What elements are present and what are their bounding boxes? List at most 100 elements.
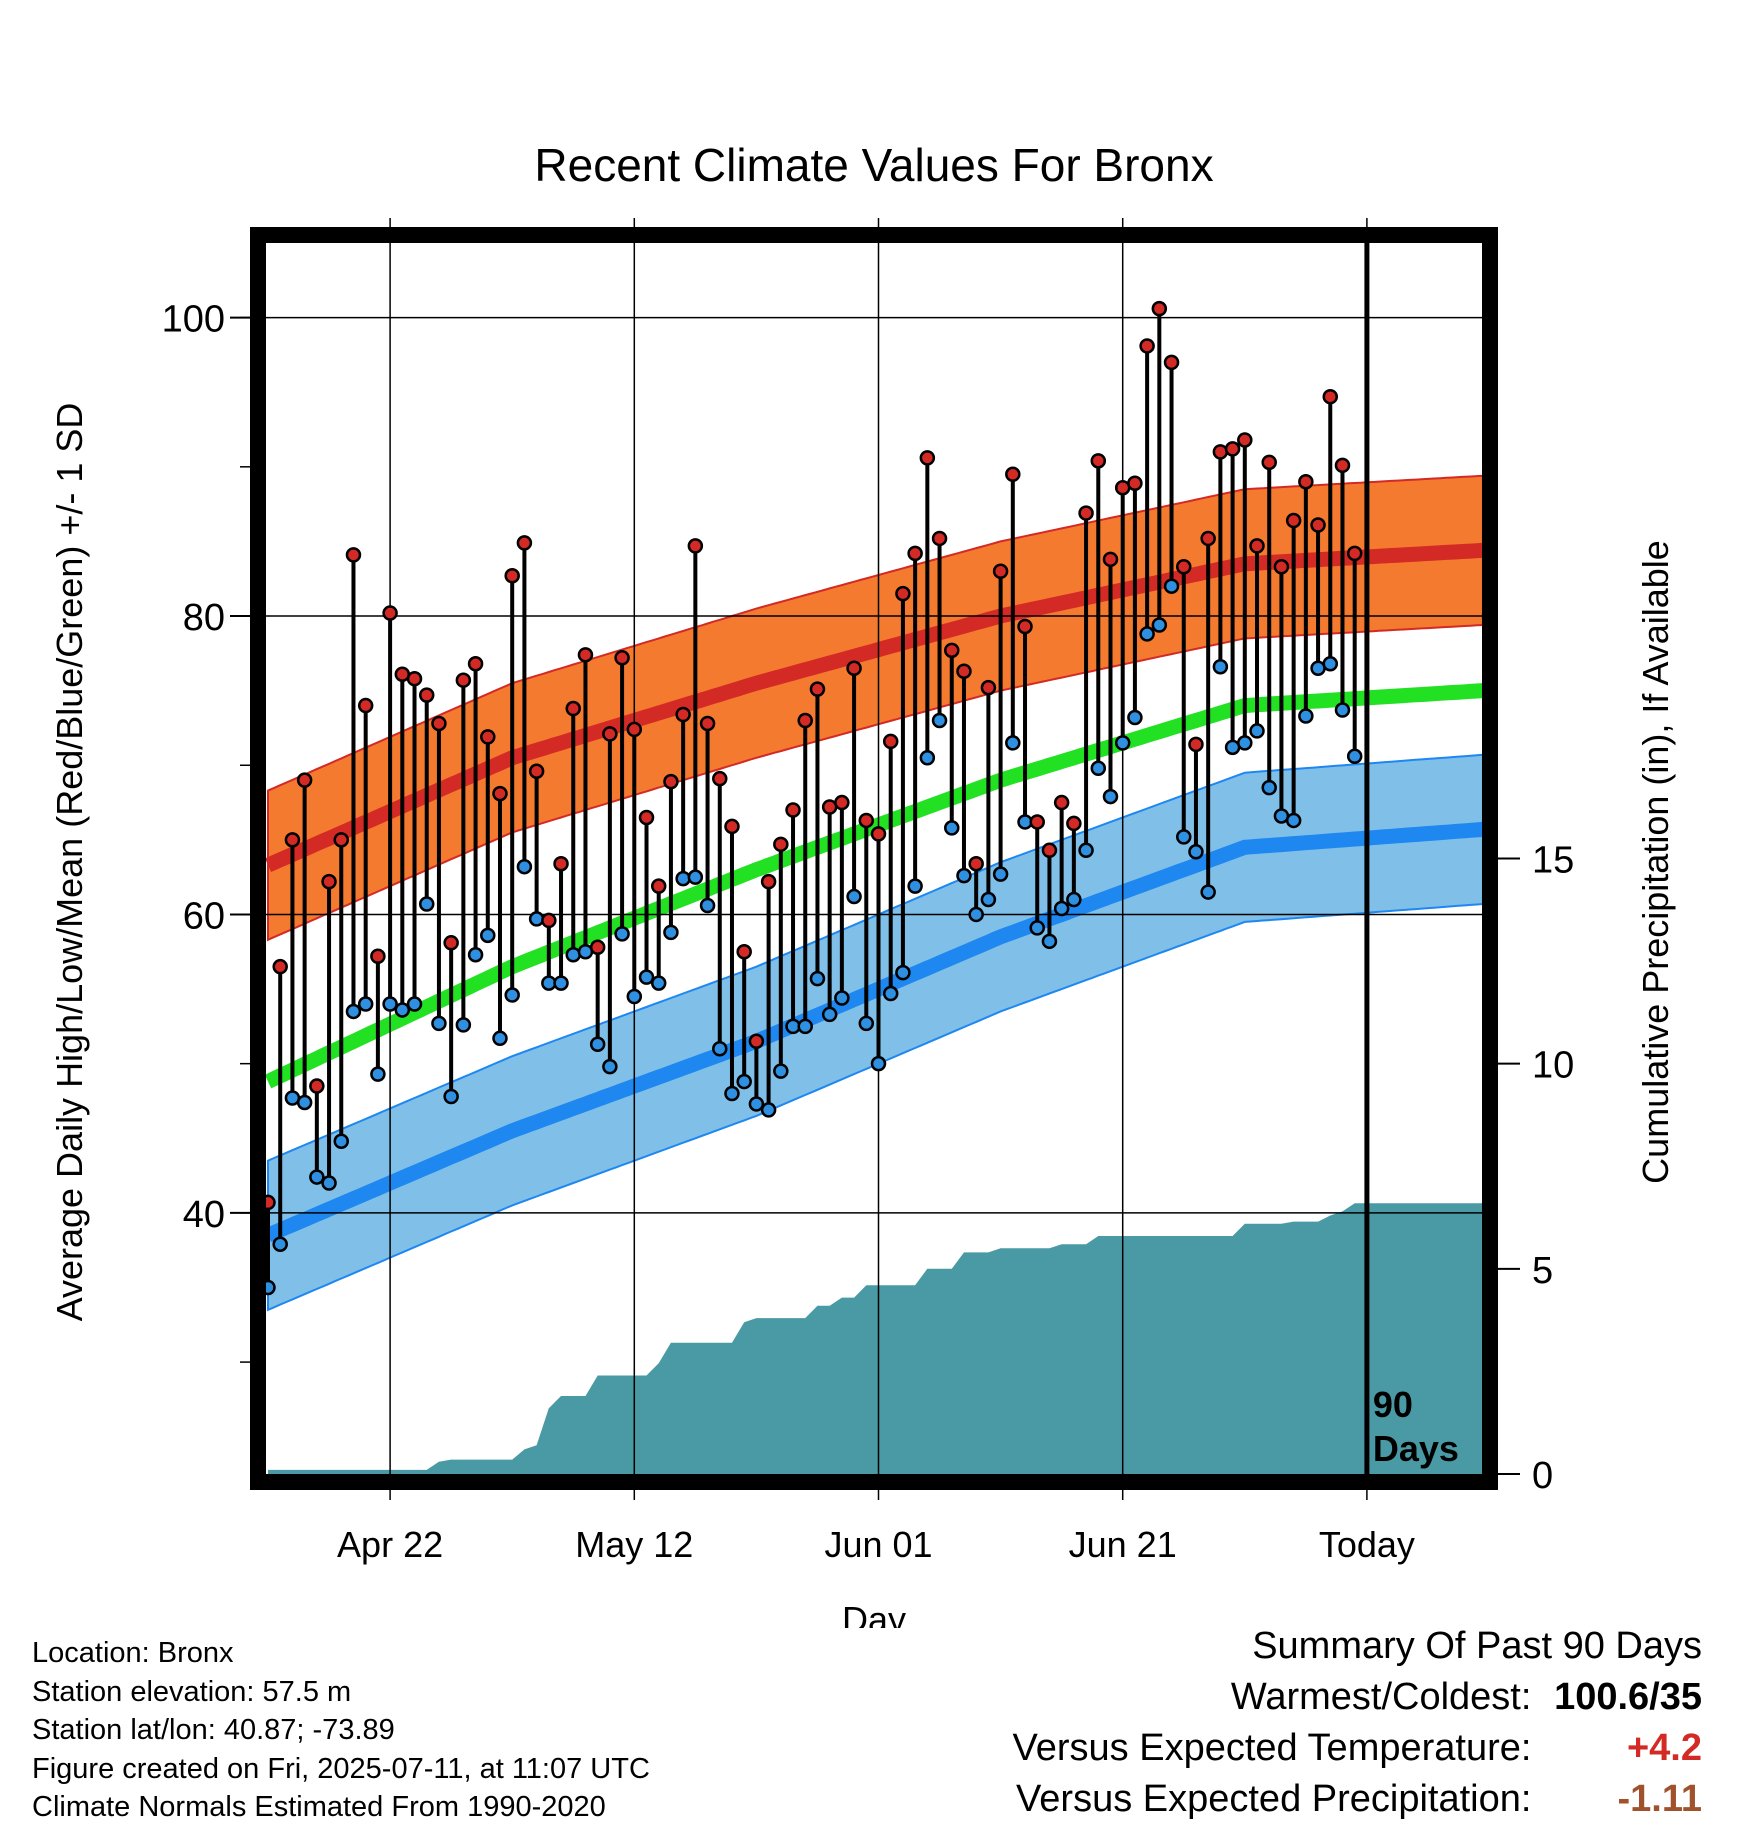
- daily-high-point: [296, 772, 313, 788]
- warmest-value: 100.6/35: [1554, 1676, 1702, 1718]
- daily-high-point: [1029, 814, 1045, 830]
- daily-high-point: [1334, 457, 1351, 474]
- daily-high-point: [931, 530, 948, 547]
- daily-low-point: [736, 1073, 752, 1090]
- daily-high-point: [834, 794, 850, 811]
- daily-low-point: [296, 1094, 313, 1111]
- daily-low-point: [821, 1006, 838, 1023]
- daily-high-point: [1078, 505, 1094, 521]
- daily-low-point: [663, 924, 679, 941]
- daily-high-point: [431, 715, 447, 732]
- daily-low-point: [309, 1169, 325, 1185]
- daily-high-point: [345, 547, 362, 563]
- daily-low-point: [1237, 735, 1253, 751]
- daily-high-point: [1310, 517, 1326, 533]
- x-axis-label: Day: [842, 1599, 906, 1628]
- daily-high-point: [382, 605, 398, 621]
- daily-low-point: [712, 1040, 728, 1057]
- daily-high-point: [1041, 842, 1058, 859]
- daily-high-point: [1066, 815, 1082, 832]
- daily-high-point: [785, 802, 801, 818]
- daily-low-point: [492, 1030, 508, 1047]
- daily-high-point: [1151, 300, 1168, 317]
- daily-low-point: [406, 996, 423, 1012]
- daily-low-point: [931, 712, 948, 729]
- daily-high-point: [638, 809, 655, 826]
- daily-high-point: [992, 563, 1009, 580]
- y-axis-label: Average Daily High/Low/Mean (Red/Blue/Gr…: [49, 403, 90, 1322]
- daily-low-point: [467, 946, 484, 963]
- daily-high-point: [1346, 545, 1363, 562]
- daily-low-point: [1322, 656, 1339, 672]
- daily-low-point: [528, 911, 545, 927]
- daily-high-point: [895, 585, 911, 602]
- daily-high-point: [480, 729, 496, 745]
- station-info: Location: Bronx Station elevation: 57.5 …: [32, 1634, 650, 1827]
- daily-high-point: [956, 663, 972, 679]
- daily-high-point: [687, 538, 704, 554]
- daily-high-point: [846, 660, 862, 677]
- daily-high-point: [870, 826, 887, 842]
- daily-high-point: [565, 700, 581, 717]
- created-text: Figure created on Fri, 2025-07-11, at 11…: [32, 1752, 650, 1785]
- daily-high-point: [492, 785, 508, 802]
- y2-tick-label: 5: [1532, 1250, 1553, 1292]
- daily-low-point: [907, 878, 923, 894]
- warmest-label: Warmest/Coldest:: [1230, 1676, 1532, 1718]
- daily-low-point: [760, 1102, 777, 1118]
- daily-low-point: [858, 1015, 875, 1032]
- today-marker-days-number: 90: [1373, 1384, 1413, 1425]
- daily-high-point: [602, 726, 618, 742]
- daily-low-point: [614, 926, 630, 942]
- daily-high-point: [1212, 444, 1229, 460]
- daily-low-point: [1261, 779, 1277, 796]
- daily-high-point: [882, 733, 899, 750]
- daily-low-point: [431, 1015, 447, 1032]
- warmest-coldest-row: Warmest/Coldest: 100.6/35: [802, 1672, 1702, 1723]
- chart-title: Recent Climate Values For Bronx: [534, 139, 1213, 191]
- daily-high-point: [406, 670, 423, 687]
- daily-high-point: [699, 715, 716, 732]
- y2-axis-label: Cumulative Precipitation (in), If Availa…: [1635, 540, 1676, 1184]
- daily-high-point: [321, 873, 337, 890]
- daily-low-point: [1346, 748, 1363, 765]
- daily-high-point: [907, 545, 923, 562]
- location-text: Location: Bronx: [32, 1637, 234, 1669]
- daily-low-point: [504, 987, 520, 1003]
- daily-low-point: [1066, 891, 1082, 908]
- daily-low-point: [455, 1017, 472, 1033]
- temp-anomaly-label: Versus Expected Temperature:: [1012, 1727, 1532, 1769]
- daily-high-point: [1285, 512, 1302, 529]
- daily-low-point: [1212, 659, 1229, 675]
- daily-low-point: [1127, 709, 1143, 726]
- daily-low-point: [1029, 920, 1045, 936]
- daily-low-point: [870, 1055, 887, 1072]
- daily-high-point: [1188, 736, 1204, 753]
- daily-high-point: [467, 656, 484, 672]
- daily-low-point: [675, 870, 691, 887]
- daily-high-point: [589, 939, 606, 956]
- x-tick-label: Today: [1319, 1524, 1415, 1565]
- daily-low-point: [589, 1036, 606, 1053]
- daily-high-point: [1139, 338, 1155, 354]
- daily-low-point: [699, 897, 716, 914]
- elevation-text: Station elevation: 57.5 m: [32, 1675, 352, 1708]
- daily-high-point: [614, 650, 630, 666]
- daily-low-point: [1249, 723, 1265, 739]
- daily-high-point: [773, 836, 789, 853]
- daily-low-point: [1334, 702, 1351, 718]
- daily-high-point: [724, 818, 740, 835]
- daily-low-point: [773, 1063, 789, 1079]
- daily-low-point: [956, 867, 972, 884]
- daily-high-point: [1090, 453, 1107, 469]
- daily-high-point: [577, 647, 594, 663]
- x-tick-label: Jun 21: [1069, 1524, 1177, 1565]
- precip-anomaly-value: -1.11: [1617, 1778, 1702, 1820]
- daily-low-point: [345, 1003, 362, 1020]
- daily-low-point: [1188, 844, 1204, 860]
- daily-high-point: [626, 721, 643, 738]
- daily-low-point: [443, 1088, 459, 1105]
- daily-high-point: [1102, 551, 1119, 568]
- x-tick-label: May 12: [575, 1524, 693, 1565]
- y-tick-label: 80: [183, 597, 225, 639]
